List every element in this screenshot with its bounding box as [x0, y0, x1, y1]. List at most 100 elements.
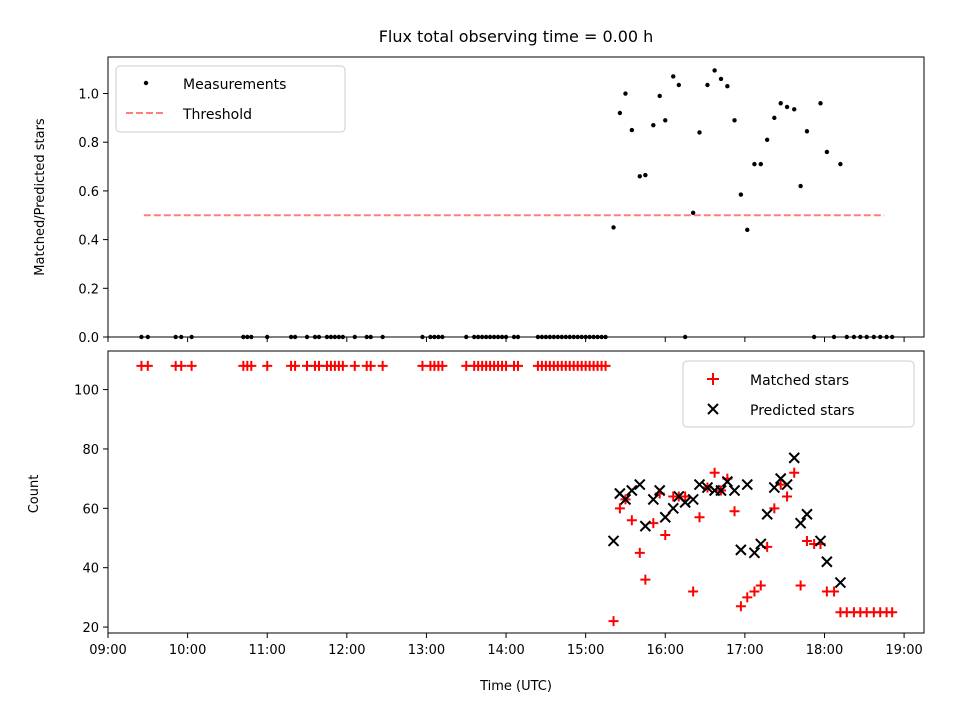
measurement-point: [651, 122, 656, 128]
matched-star-point: [735, 601, 746, 612]
measurement-point: [690, 210, 696, 216]
predicted-star-point: [748, 547, 761, 559]
matched-star-point: [608, 616, 619, 627]
measurement-point: [772, 115, 777, 121]
legend-predicted-label: Predicted stars: [750, 403, 855, 419]
predicted-star-point: [794, 517, 807, 529]
matched-star-point: [512, 360, 523, 371]
bottom-legend-box: [682, 360, 915, 428]
matched-star-point: [729, 506, 740, 517]
x-tick-label: 10:00: [169, 643, 206, 658]
measurement-point: [623, 91, 628, 96]
matched-star-point: [789, 467, 800, 478]
top-axes-frame: [107, 56, 925, 338]
matched-star-point: [782, 491, 793, 502]
bottom-x-axis-label: Time (UTC): [479, 679, 552, 694]
predicted-star-point: [814, 535, 827, 547]
x-tick-label: 15:00: [567, 643, 604, 658]
matched-star-point: [709, 467, 720, 478]
measurement-point: [697, 130, 702, 135]
measurement-point: [663, 118, 668, 123]
y-tick-label: 0.2: [78, 282, 99, 297]
predicted-star-point: [626, 484, 638, 497]
matched-star-point: [365, 360, 376, 371]
bottom-y-axis-label: Count: [27, 475, 42, 514]
x-tick-label: 16:00: [647, 643, 684, 658]
predicted-star-point: [834, 576, 847, 589]
predicted-star-point: [619, 493, 632, 506]
measurement-point: [784, 104, 790, 110]
predicted-star-point: [607, 535, 620, 547]
measurement-point: [778, 101, 783, 106]
y-tick-label: 1.0: [78, 88, 99, 103]
measurement-point: [758, 161, 763, 167]
measurement-point: [804, 129, 810, 134]
matched-star-point: [887, 607, 898, 618]
measurement-point: [611, 225, 616, 230]
predicted-star-point: [768, 481, 781, 494]
y-tick-label: 40: [82, 562, 99, 577]
measurement-point: [637, 174, 642, 179]
measurement-point: [657, 93, 662, 99]
measurement-point: [676, 82, 682, 88]
y-tick-label: 60: [82, 502, 99, 517]
matched-star-point: [600, 360, 611, 371]
predicted-star-point: [639, 520, 652, 532]
matched-star-point: [801, 535, 812, 546]
y-tick-label: 0.6: [78, 185, 99, 200]
legend-measurements-marker: [143, 80, 149, 86]
measurement-point: [838, 161, 843, 167]
measurement-point: [643, 172, 648, 178]
x-tick-label: 19:00: [885, 643, 922, 658]
predicted-star-point: [715, 484, 727, 497]
matched-star-point: [694, 512, 705, 523]
matched-star-point: [634, 547, 645, 558]
measurement-point: [712, 68, 717, 73]
legend-matched-marker: [707, 373, 719, 385]
legend-matched-label: Matched stars: [750, 373, 849, 389]
matched-star-point: [829, 586, 840, 597]
matched-star-point: [142, 360, 153, 371]
measurement-point: [764, 137, 770, 142]
predicted-star-point: [735, 544, 747, 556]
top-legend-box: [115, 65, 346, 133]
bottom-legend: Matched stars Predicted stars: [682, 360, 915, 428]
matched-star-point: [262, 360, 273, 371]
matched-star-point: [688, 586, 699, 597]
x-tick-label: 09:00: [89, 643, 126, 658]
predicted-star-point: [634, 478, 646, 491]
legend-measurements-label: Measurements: [183, 77, 286, 93]
predicted-star-point: [659, 511, 671, 523]
top-chart-title: Flux total observing time = 0.00 h: [379, 27, 654, 46]
predicted-star-point: [667, 502, 679, 515]
predicted-star-point: [788, 452, 800, 464]
predicted-star-point: [701, 481, 714, 494]
matched-star-point: [640, 574, 651, 585]
matched-star-point: [349, 360, 360, 371]
matched-star-point: [626, 515, 637, 526]
predicted-star-point: [741, 478, 753, 491]
predicted-star-point: [679, 496, 691, 509]
predicted-star-point: [647, 493, 660, 506]
measurement-point: [629, 127, 635, 133]
predicted-star-point: [755, 538, 767, 550]
top-legend: Measurements Threshold: [115, 65, 346, 133]
predicted-star-point: [821, 556, 833, 568]
measurement-point: [818, 101, 823, 106]
x-tick-label: 13:00: [408, 643, 445, 658]
matched-star-point: [290, 360, 301, 371]
predicted-star-point: [761, 508, 773, 520]
measurement-point: [824, 149, 830, 155]
matched-star-point: [660, 530, 671, 541]
measurement-point: [725, 84, 730, 89]
y-tick-label: 100: [74, 384, 99, 399]
bottom-axes-frame: [107, 350, 925, 634]
y-tick-label: 80: [82, 443, 99, 458]
bottom-panel: Count Time (UTC) 09:00 10:00 11:00 12:00 13:…: [27, 350, 925, 694]
x-tick-label: 18:00: [806, 643, 843, 658]
predicted-star-point: [687, 493, 699, 506]
matched-star-point: [769, 503, 780, 514]
measurement-point: [745, 227, 750, 233]
matched-star-point: [246, 360, 257, 371]
legend-threshold-label: Threshold: [182, 107, 252, 123]
